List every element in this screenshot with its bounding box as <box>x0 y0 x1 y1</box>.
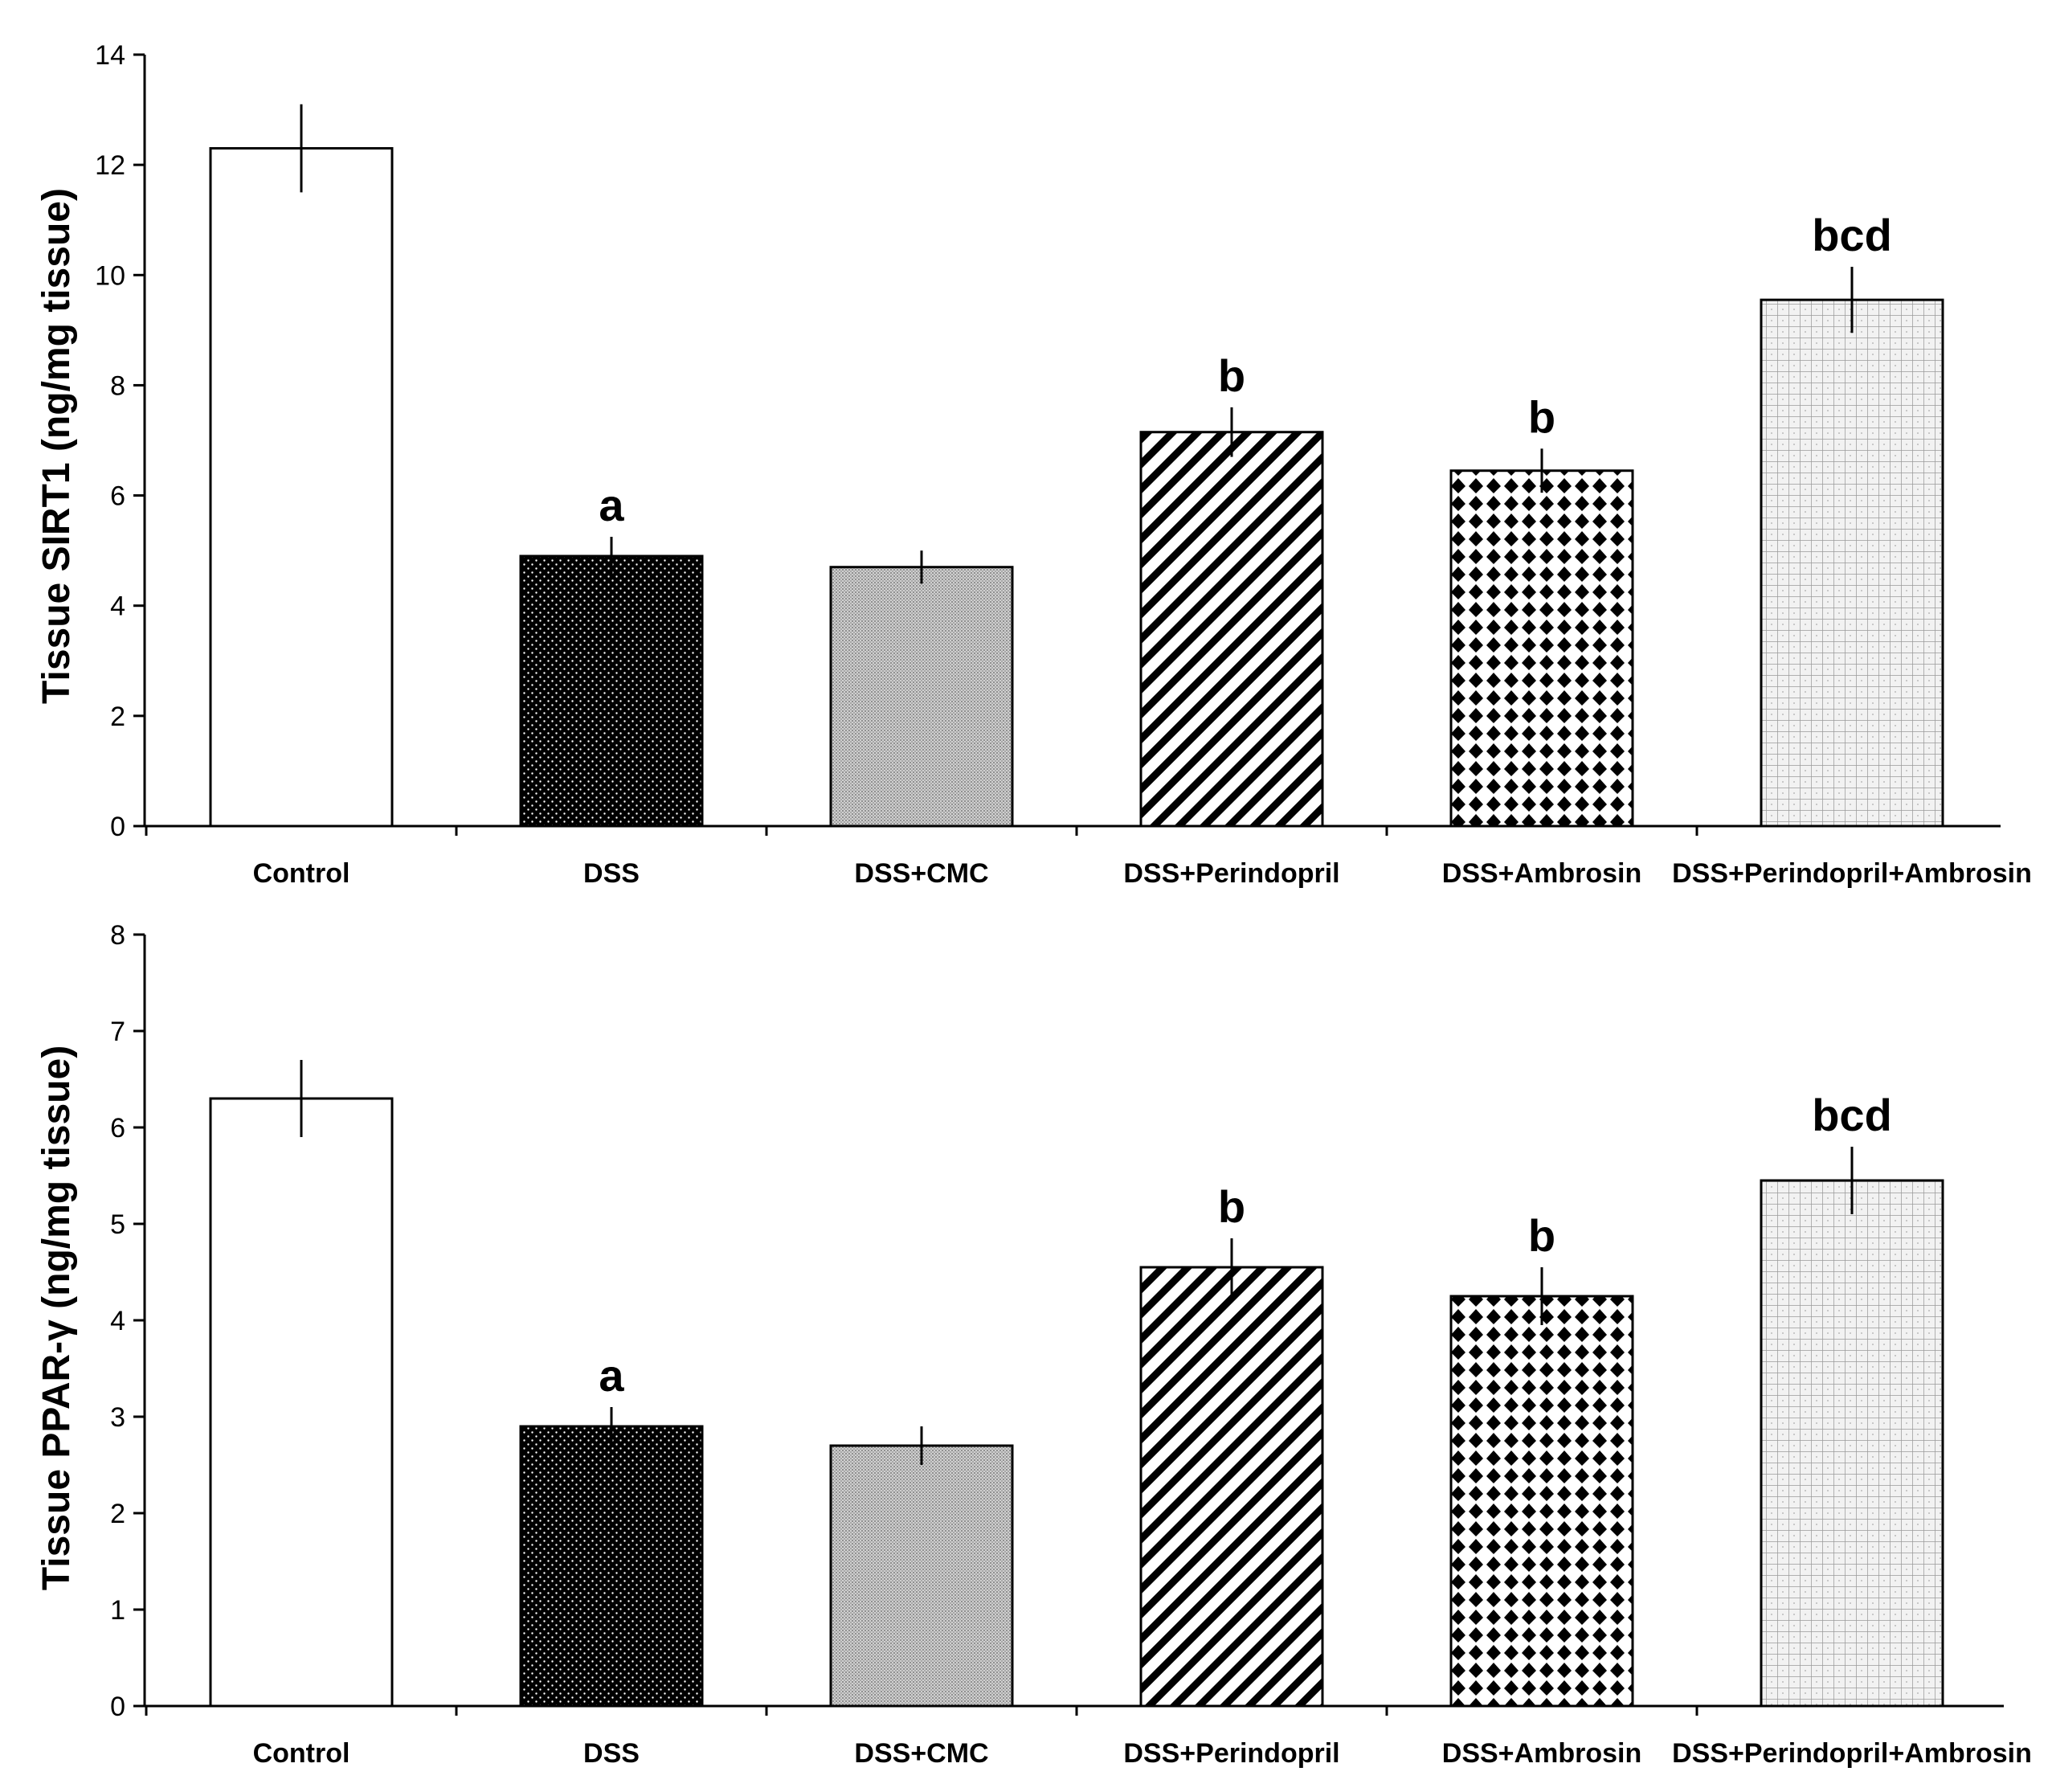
ppar-y-tick-label: 2 <box>110 1499 125 1529</box>
sirt1-y-tick-label: 12 <box>95 150 125 181</box>
sirt1-significance-dss-perindopril-ambrosin: bcd <box>1812 210 1892 260</box>
sirt1-y-tick-label: 6 <box>110 481 125 512</box>
ppar-y-tick-label: 0 <box>110 1692 125 1722</box>
sirt1-category-label: Control <box>253 858 350 889</box>
sirt1-y-axis-label: Tissue SIRT1 (ng/mg tissue) <box>35 188 78 704</box>
sirt1-significance-dss-perindopril: b <box>1218 350 1245 401</box>
sirt1-significance-dss: a <box>599 480 624 530</box>
sirt1-bar-dss-cmc <box>829 566 1014 828</box>
ppar-y-tick-label: 6 <box>110 1113 125 1144</box>
ppar-bar-dss <box>519 1425 704 1708</box>
sirt1-y-tick-label: 8 <box>110 370 125 401</box>
ppar-bar-dss-cmc <box>829 1444 1014 1708</box>
sirt1-chart: Tissue SIRT1 (ng/mg tissue) 0 2 4 6 8 10 12 14 C… <box>35 40 2032 889</box>
sirt1-bar-dss-perindopril <box>1139 431 1324 828</box>
sirt1-significance-dss-ambrosin: b <box>1528 391 1555 442</box>
ppar-bar-dss-perindopril-ambrosin <box>1760 1179 1944 1708</box>
sirt1-category-label: DSS+Perindopril+Ambrosin <box>1672 858 2032 889</box>
sirt1-category-label: DSS+Ambrosin <box>1442 858 1641 889</box>
ppar-category-label: DSS+CMC <box>854 1738 988 1769</box>
sirt1-category-label: DSS <box>583 858 640 889</box>
sirt1-bar-control <box>209 147 394 828</box>
ppar-category-label: DSS <box>583 1738 640 1769</box>
sirt1-y-tick-label: 0 <box>110 812 125 842</box>
ppar-significance-dss-perindopril: b <box>1218 1181 1245 1232</box>
sirt1-y-tick-label: 4 <box>110 591 125 622</box>
sirt1-y-tick-label: 10 <box>95 260 125 291</box>
sirt1-y-tick-label: 14 <box>95 40 125 71</box>
ppar-significance-dss-perindopril-ambrosin: bcd <box>1812 1090 1892 1140</box>
ppar-y-tick-label: 1 <box>110 1595 125 1626</box>
ppar-y-tick-label: 3 <box>110 1402 125 1433</box>
sirt1-bar-dss-ambrosin <box>1449 469 1634 828</box>
sirt1-category-label: DSS+Perindopril <box>1123 858 1339 889</box>
ppar-category-label: DSS+Perindopril+Ambrosin <box>1672 1738 2032 1769</box>
ppar-chart: Tissue PPAR-γ (ng/mg tissue) 0 1 2 3 4 5 6 7 8 Co… <box>35 920 2032 1769</box>
sirt1-bar-dss <box>519 554 704 828</box>
ppar-bar-dss-ambrosin <box>1449 1295 1634 1708</box>
ppar-bar-dss-perindopril <box>1139 1266 1324 1708</box>
ppar-category-label: DSS+Ambrosin <box>1442 1738 1641 1769</box>
sirt1-category-label: DSS+CMC <box>854 858 988 889</box>
ppar-category-label: DSS+Perindopril <box>1123 1738 1339 1769</box>
ppar-y-axis-label: Tissue PPAR-γ (ng/mg tissue) <box>35 1045 78 1590</box>
sirt1-bar-dss-perindopril-ambrosin <box>1760 298 1944 828</box>
ppar-category-label: Control <box>253 1738 350 1769</box>
ppar-y-tick-label: 5 <box>110 1209 125 1240</box>
ppar-y-tick-label: 7 <box>110 1017 125 1047</box>
ppar-significance-dss: a <box>599 1350 624 1401</box>
ppar-y-tick-label: 4 <box>110 1306 125 1336</box>
ppar-y-tick-label: 8 <box>110 920 125 951</box>
sirt1-y-tick-label: 2 <box>110 702 125 732</box>
ppar-significance-dss-ambrosin: b <box>1528 1210 1555 1261</box>
ppar-bar-control <box>209 1097 394 1708</box>
